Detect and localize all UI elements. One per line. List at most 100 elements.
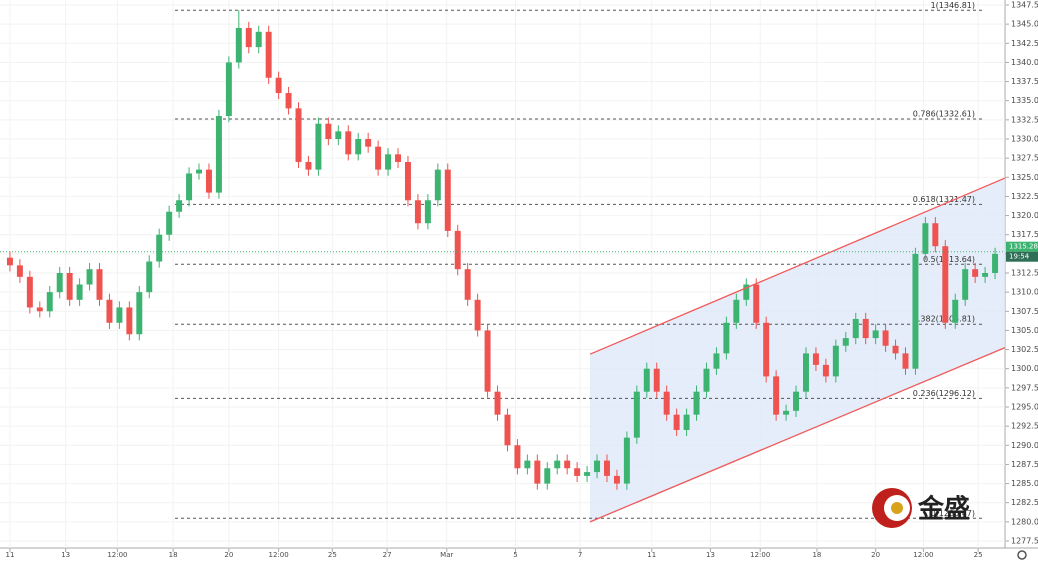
candle-body	[643, 368, 650, 392]
y-tick-label: 1345.00	[1011, 20, 1038, 29]
y-tick-label: 1302.50	[1011, 345, 1038, 354]
channel-line	[589, 177, 1006, 355]
x-tick-label: 11	[647, 551, 656, 559]
channel-line	[589, 347, 1006, 523]
candle-body	[484, 330, 491, 392]
x-tick-label: 11	[5, 551, 14, 559]
gear-icon[interactable]	[1017, 550, 1027, 560]
candle-body	[793, 391, 800, 411]
candle-body	[812, 353, 819, 365]
candle-body	[972, 269, 979, 277]
countdown-tag	[1006, 251, 1038, 262]
x-tick-label: 12:00	[750, 551, 770, 559]
x-tick-label: 25	[974, 551, 983, 559]
x-tick-label: 13	[706, 551, 715, 559]
candle-body	[932, 223, 939, 247]
countdown-label: 19:54	[1009, 253, 1030, 261]
candle-body	[832, 345, 839, 377]
candle-body	[186, 173, 193, 201]
candle-body	[36, 307, 43, 312]
y-tick-label: 1327.50	[1011, 154, 1038, 163]
candle-body	[395, 154, 402, 162]
y-tick-label: 1317.50	[1011, 230, 1038, 239]
fib-label: 1(1346.81)	[931, 1, 975, 10]
candle-body	[116, 307, 123, 323]
candle-body	[355, 139, 362, 155]
candle-body	[534, 460, 541, 484]
x-tick-label: 12:00	[107, 551, 127, 559]
x-tick-label: Mar	[440, 551, 453, 559]
candle-body	[633, 391, 640, 438]
candle-body	[594, 460, 601, 473]
x-tick-label: 13	[61, 551, 70, 559]
candle-body	[225, 62, 232, 117]
candle-body	[464, 269, 471, 300]
y-tick-label: 1347.50	[1011, 1, 1038, 10]
candle-body	[375, 146, 382, 170]
candle-body	[76, 284, 83, 300]
candle-body	[603, 460, 610, 476]
y-tick-label: 1310.00	[1011, 288, 1038, 297]
candle-body	[444, 169, 451, 231]
candle-body	[255, 31, 262, 48]
candle-body	[295, 108, 302, 162]
candle-body	[554, 460, 561, 469]
candle-body	[275, 77, 282, 94]
candle-body	[46, 292, 53, 312]
y-tick-label: 1280.00	[1011, 517, 1038, 526]
y-tick-label: 1292.50	[1011, 422, 1038, 431]
candle-body	[852, 318, 859, 339]
candle-body	[285, 93, 292, 109]
x-tick-label: 5	[513, 551, 517, 559]
candle-body	[653, 368, 660, 392]
x-tick-label: 18	[169, 551, 178, 559]
candle-body	[882, 330, 889, 346]
candle-body	[166, 211, 173, 235]
candle-body	[683, 414, 690, 430]
logo: 金盛	[872, 488, 970, 528]
candle-body	[26, 276, 33, 308]
candle-body	[872, 330, 879, 339]
candle-body	[126, 307, 133, 335]
y-tick-label: 1305.00	[1011, 326, 1038, 335]
candle-body	[305, 161, 312, 170]
x-tick-label: 20	[224, 551, 233, 559]
logo-dot	[891, 502, 903, 514]
candle-body	[494, 391, 501, 415]
candle-body	[474, 299, 481, 331]
candle-body	[335, 131, 342, 139]
candle-body	[952, 299, 959, 323]
y-tick-label: 1300.00	[1011, 364, 1038, 373]
y-tick-label: 1322.50	[1011, 192, 1038, 201]
candle-body	[992, 253, 999, 273]
y-tick-label: 1282.50	[1011, 498, 1038, 507]
candle-body	[514, 445, 521, 469]
candle-body	[912, 253, 919, 369]
candle-body	[404, 161, 411, 201]
x-tick-label: 18	[812, 551, 821, 559]
candle-body	[783, 410, 790, 415]
candle-body	[713, 353, 720, 369]
candle-body	[245, 27, 252, 48]
logo-text: 金盛	[917, 494, 970, 525]
x-tick-label: 25	[328, 551, 337, 559]
x-tick-label: 7	[578, 551, 582, 559]
candle-body	[982, 273, 989, 277]
candle-body	[673, 414, 680, 430]
candle-body	[156, 234, 163, 262]
candle-body	[942, 246, 949, 323]
candle-body	[6, 257, 13, 266]
candle-body	[962, 269, 969, 300]
candle-body	[544, 468, 551, 484]
gear-ring[interactable]	[1017, 550, 1027, 560]
y-tick-label: 1290.00	[1011, 441, 1038, 450]
fib-label: 0.236(1296.12)	[913, 389, 975, 398]
candle-body	[454, 230, 461, 270]
candle-body	[623, 437, 630, 484]
candle-body	[902, 353, 909, 369]
candle-body	[16, 265, 23, 277]
candle-body	[345, 131, 352, 155]
y-tick-label: 1307.50	[1011, 307, 1038, 316]
candle-body	[584, 472, 591, 476]
